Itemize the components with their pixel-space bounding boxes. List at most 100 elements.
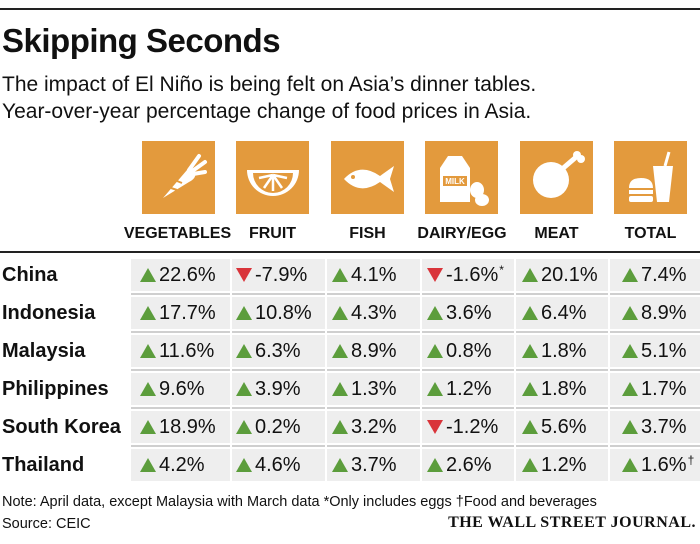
row-label-china: China: [2, 264, 58, 286]
table-cell: 1.3%: [332, 373, 397, 405]
total-icon-tile: [614, 141, 687, 214]
cell-value: 1.7%: [641, 378, 687, 400]
cell-value: 9.6%: [159, 378, 205, 400]
up-arrow-icon: [140, 344, 156, 358]
table-cell: 4.3%: [332, 297, 397, 329]
table-cell: 0.8%: [427, 335, 492, 367]
up-arrow-icon: [236, 306, 252, 320]
up-arrow-icon: [236, 458, 252, 472]
up-arrow-icon: [427, 344, 443, 358]
table-cell: 0.2%: [236, 411, 301, 443]
table-cell: 1.8%: [522, 335, 587, 367]
up-arrow-icon: [427, 458, 443, 472]
up-arrow-icon: [332, 458, 348, 472]
column-divider: [325, 253, 327, 481]
cell-value: 4.3%: [351, 302, 397, 324]
table-cell: 17.7%: [140, 297, 216, 329]
column-divider: [608, 253, 610, 481]
up-arrow-icon: [522, 382, 538, 396]
fruit-icon-tile: [236, 141, 309, 214]
up-arrow-icon: [427, 306, 443, 320]
row-divider: [131, 407, 700, 409]
header-rule: [0, 251, 700, 253]
table-cell: 6.3%: [236, 335, 301, 367]
cell-value: 0.8%: [446, 340, 492, 362]
cell-value: 10.8%: [255, 302, 312, 324]
down-arrow-icon: [427, 268, 443, 282]
cell-value: 1.6%: [641, 454, 687, 476]
cell-value: 4.2%: [159, 454, 205, 476]
chart-title: Skipping Seconds: [2, 22, 281, 59]
cell-value: 4.1%: [351, 264, 397, 286]
table-cell: 3.9%: [236, 373, 301, 405]
table-cell: -1.6% *: [427, 259, 504, 291]
down-arrow-icon: [427, 420, 443, 434]
subtitle-line-1: The impact of El Niño is being felt on A…: [2, 73, 537, 96]
up-arrow-icon: [622, 420, 638, 434]
up-arrow-icon: [427, 382, 443, 396]
row-label-thailand: Thailand: [2, 454, 85, 476]
row-band: [131, 297, 700, 329]
table-cell: 3.6%: [427, 297, 492, 329]
cell-value: 18.9%: [159, 416, 216, 438]
col-header-fruit: FRUIT: [248, 225, 297, 242]
up-arrow-icon: [140, 268, 156, 282]
table-cell: 11.6%: [140, 335, 214, 367]
row-label-philippines: Philippines: [2, 378, 109, 400]
col-header-dairy-egg: DAIRY/EGG: [417, 225, 507, 242]
up-arrow-icon: [332, 420, 348, 434]
column-divider: [420, 253, 422, 481]
row-label-south-korea: South Korea: [2, 416, 121, 438]
table-cell: 3.2%: [332, 411, 397, 443]
table-cell: 3.7%: [622, 411, 687, 443]
cell-value: 3.2%: [351, 416, 397, 438]
row-divider: [131, 293, 700, 295]
up-arrow-icon: [332, 344, 348, 358]
up-arrow-icon: [522, 268, 538, 282]
source-line: Source: CEIC: [2, 516, 91, 532]
cell-value: 6.4%: [541, 302, 587, 324]
cell-value: 5.1%: [641, 340, 687, 362]
table-cell: -1.2%: [427, 411, 498, 443]
row-divider: [131, 331, 700, 333]
cell-value: 2.6%: [446, 454, 492, 476]
col-header-vegetables: VEGETABLES: [123, 225, 232, 242]
cell-value: 6.3%: [255, 340, 301, 362]
table-cell: 10.8%: [236, 297, 312, 329]
up-arrow-icon: [332, 382, 348, 396]
column-divider: [514, 253, 516, 481]
cell-value: 3.7%: [641, 416, 687, 438]
row-band: [131, 373, 700, 405]
up-arrow-icon: [236, 382, 252, 396]
cell-value: 3.9%: [255, 378, 301, 400]
table-cell: -7.9%: [236, 259, 307, 291]
table-cell: 22.6%: [140, 259, 216, 291]
table-cell: 18.9%: [140, 411, 216, 443]
up-arrow-icon: [140, 458, 156, 472]
cell-value: 8.9%: [351, 340, 397, 362]
up-arrow-icon: [140, 306, 156, 320]
cell-value: 11.6%: [159, 340, 215, 362]
col-header-fish: FISH: [349, 225, 386, 242]
row-band: [131, 335, 700, 367]
table-cell: 3.7%: [332, 449, 397, 481]
cell-value: 7.4%: [641, 264, 687, 286]
cell-value: 5.6%: [541, 416, 587, 438]
cell-value: 1.3%: [351, 378, 397, 400]
cell-value: 8.9%: [641, 302, 687, 324]
up-arrow-icon: [522, 458, 538, 472]
cell-value: 3.6%: [446, 302, 492, 324]
row-band: [131, 411, 700, 443]
subtitle-line-2: Year-over-year percentage change of food…: [2, 100, 532, 123]
dairy-egg-icon-tile: MILK: [425, 141, 498, 214]
table-cell: 1.2%: [427, 373, 492, 405]
meat-icon-tile: [520, 141, 593, 214]
table-cell: 5.1%: [622, 335, 687, 367]
down-arrow-icon: [236, 268, 252, 282]
publisher-logo: THE WALL STREET JOURNAL.: [448, 514, 696, 531]
footnote-mark: *: [499, 263, 504, 277]
row-band: [131, 449, 700, 481]
footnote-mark: †: [687, 453, 695, 467]
cell-value: 0.2%: [255, 416, 301, 438]
milk-carton-eggs-icon: MILK: [439, 155, 489, 206]
